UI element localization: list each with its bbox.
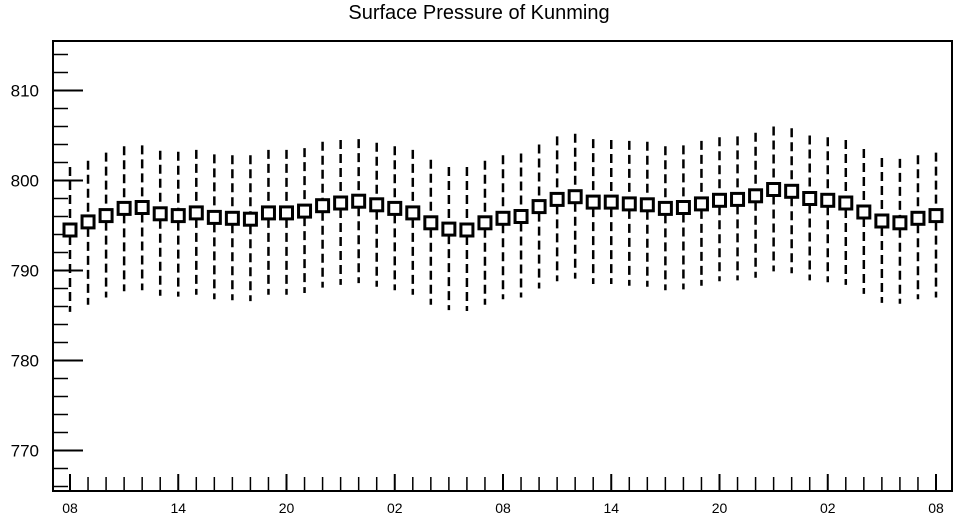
y-tick-label: 800: [11, 172, 39, 191]
data-point: [910, 210, 926, 226]
y-tick-label: 780: [11, 352, 39, 371]
data-point: [495, 210, 511, 226]
data-point: [784, 183, 800, 199]
data-point: [351, 193, 367, 209]
data-point: [260, 205, 276, 221]
data-point: [567, 189, 583, 205]
x-tick-label: 14: [603, 500, 619, 516]
data-point: [820, 192, 836, 208]
data-point: [242, 211, 258, 227]
data-point: [585, 194, 601, 210]
y-tick-label: 790: [11, 262, 39, 281]
data-point: [369, 197, 385, 213]
data-point: [62, 222, 78, 238]
data-point: [134, 200, 150, 215]
data-point: [297, 203, 313, 219]
data-point: [766, 182, 782, 197]
data-point: [639, 197, 655, 213]
y-tick-label: 770: [11, 442, 39, 461]
data-point: [657, 200, 673, 216]
data-point: [315, 198, 331, 214]
data-point: [748, 188, 764, 204]
data-point: [892, 215, 908, 231]
axes-layer: 770 780 790 800 810 08 14 20 02 08 14 20 02 08: [11, 53, 944, 516]
data-point: [693, 196, 709, 212]
x-tick-label: 20: [279, 500, 295, 516]
data-point: [279, 205, 294, 221]
data-point: [513, 209, 529, 224]
data-point: [874, 213, 890, 229]
data-point: [423, 215, 439, 231]
data-point: [116, 200, 132, 216]
data-point: [224, 210, 240, 226]
data-point: [712, 192, 727, 208]
x-tick-label: 08: [495, 500, 511, 516]
chart-title: Surface Pressure of Kunming: [348, 2, 610, 24]
data-point: [459, 222, 475, 238]
data-point: [856, 204, 872, 220]
data-point: [405, 205, 421, 221]
data-point: [675, 200, 691, 215]
data-point: [838, 195, 854, 211]
x-tick-label: 08: [62, 500, 78, 516]
data-point: [170, 208, 186, 224]
x-tick-label: 02: [820, 500, 836, 516]
data-point: [80, 214, 96, 230]
y-tick-label: 810: [11, 82, 39, 101]
data-point: [477, 215, 493, 231]
data-point: [188, 205, 204, 221]
data-point: [531, 199, 547, 215]
data-point: [152, 206, 168, 222]
x-tick-label: 02: [387, 500, 403, 516]
data-point: [802, 191, 818, 206]
data-point: [98, 208, 114, 224]
data-point: [206, 209, 222, 225]
data-point: [928, 208, 944, 224]
data-point: [441, 221, 457, 237]
marker-layer: [62, 182, 944, 238]
data-point: [333, 195, 349, 211]
data-point: [549, 191, 565, 207]
plot-frame: [52, 40, 953, 492]
data-point: [387, 200, 403, 216]
data-point: [621, 196, 637, 212]
x-tick-label: 08: [928, 500, 944, 516]
data-point: [730, 191, 746, 207]
data-point: [603, 194, 619, 210]
errorbar-layer: [68, 126, 938, 312]
x-tick-label: 20: [712, 500, 728, 516]
x-tick-label: 14: [170, 500, 186, 516]
